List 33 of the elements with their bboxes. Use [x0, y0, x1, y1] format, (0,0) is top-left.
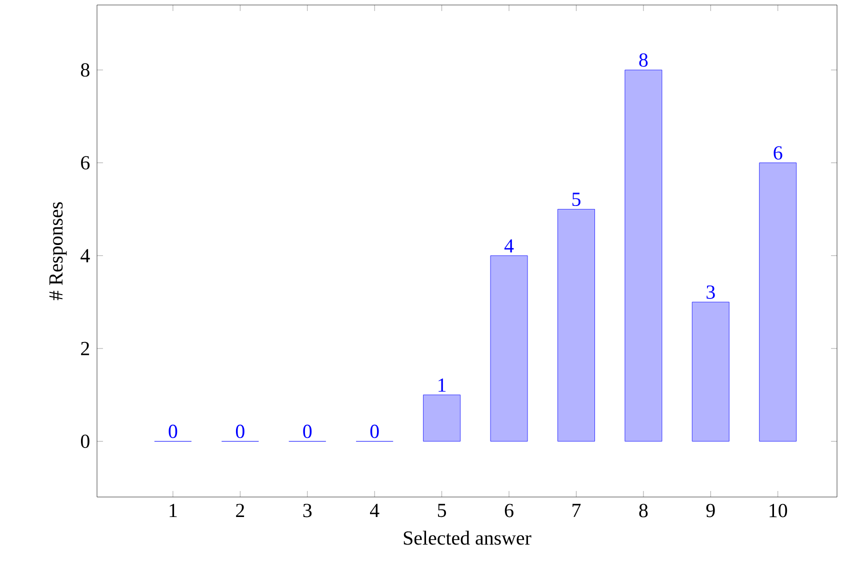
- x-tick-label: 6: [504, 504, 514, 518]
- y-tick-label: 0: [80, 434, 90, 448]
- x-tick-label: 4: [370, 504, 380, 517]
- y-tick-label: 8: [80, 63, 90, 77]
- x-tick-label: 9: [706, 504, 715, 518]
- data-label: 4: [504, 239, 514, 252]
- x-tick-label: 3: [303, 504, 312, 518]
- y-axis-title: # Responses: [49, 202, 67, 300]
- data-label: 0: [370, 424, 379, 438]
- x-tick-label: 7: [572, 504, 581, 517]
- bar: [558, 209, 595, 442]
- data-label: 0: [303, 424, 312, 438]
- x-tick-label: 2: [236, 504, 244, 518]
- data-label: 8: [639, 53, 648, 67]
- x-tick-label: 8: [639, 504, 648, 518]
- x-tick-label: 1: [170, 504, 177, 517]
- x-tick-label: 5: [438, 504, 446, 518]
- data-label: 0: [168, 424, 178, 438]
- data-label: 6: [774, 146, 782, 160]
- y-tick-label: 2: [81, 342, 90, 356]
- y-tick-label: 4: [80, 249, 90, 262]
- bar: [423, 394, 460, 442]
- x-tick-label: 10: [770, 504, 788, 518]
- x-axis-title: Selected answer: [404, 530, 532, 545]
- data-label: 3: [706, 285, 715, 299]
- data-label: 1: [438, 378, 446, 392]
- data-label: 5: [572, 192, 580, 206]
- bar: [490, 255, 528, 442]
- data-label: 0: [236, 424, 244, 438]
- y-tick-label: 6: [81, 156, 90, 170]
- bar: [692, 302, 730, 442]
- bar: [624, 70, 662, 442]
- bar: [759, 162, 797, 442]
